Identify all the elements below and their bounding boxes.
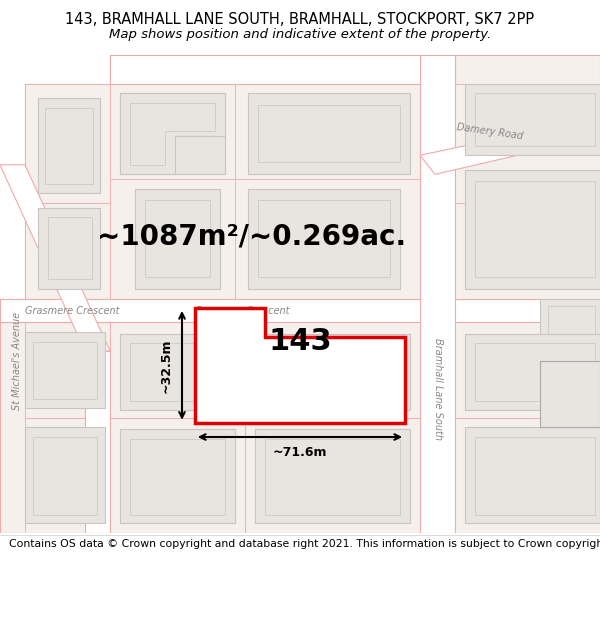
Polygon shape bbox=[120, 93, 225, 174]
Polygon shape bbox=[475, 93, 595, 146]
Polygon shape bbox=[235, 179, 420, 299]
Polygon shape bbox=[110, 55, 420, 84]
Polygon shape bbox=[25, 84, 110, 203]
Polygon shape bbox=[455, 322, 600, 532]
Text: Grasmere Crescent: Grasmere Crescent bbox=[195, 306, 290, 316]
Polygon shape bbox=[235, 84, 420, 299]
Polygon shape bbox=[455, 203, 600, 299]
Polygon shape bbox=[235, 84, 420, 179]
Polygon shape bbox=[110, 322, 420, 532]
Polygon shape bbox=[45, 107, 93, 184]
Text: Bramhall Lane South: Bramhall Lane South bbox=[433, 338, 443, 440]
Polygon shape bbox=[265, 343, 400, 401]
Polygon shape bbox=[0, 165, 110, 351]
Polygon shape bbox=[465, 169, 600, 289]
Text: Damery Road: Damery Road bbox=[456, 122, 524, 141]
Polygon shape bbox=[48, 217, 92, 279]
Polygon shape bbox=[465, 84, 600, 155]
Polygon shape bbox=[110, 84, 235, 179]
Text: ~71.6m: ~71.6m bbox=[273, 446, 327, 459]
Polygon shape bbox=[455, 55, 600, 299]
Polygon shape bbox=[540, 361, 600, 428]
Polygon shape bbox=[110, 84, 235, 299]
Text: ~32.5m: ~32.5m bbox=[160, 338, 173, 392]
Polygon shape bbox=[25, 203, 110, 299]
Polygon shape bbox=[110, 322, 245, 418]
Polygon shape bbox=[475, 181, 595, 276]
Polygon shape bbox=[145, 200, 210, 276]
Text: Contains OS data © Crown copyright and database right 2021. This information is : Contains OS data © Crown copyright and d… bbox=[9, 539, 600, 549]
Polygon shape bbox=[110, 418, 245, 532]
Polygon shape bbox=[245, 322, 420, 418]
Polygon shape bbox=[85, 351, 110, 532]
Polygon shape bbox=[258, 200, 390, 276]
Polygon shape bbox=[245, 418, 420, 532]
Polygon shape bbox=[120, 93, 225, 174]
Polygon shape bbox=[25, 84, 110, 299]
Polygon shape bbox=[248, 189, 400, 289]
Polygon shape bbox=[475, 343, 595, 401]
Text: Map shows position and indicative extent of the property.: Map shows position and indicative extent… bbox=[109, 28, 491, 41]
Polygon shape bbox=[265, 439, 400, 515]
Polygon shape bbox=[25, 428, 105, 523]
Polygon shape bbox=[248, 93, 410, 174]
Polygon shape bbox=[110, 179, 235, 299]
Polygon shape bbox=[120, 429, 235, 523]
Text: ~1087m²/~0.269ac.: ~1087m²/~0.269ac. bbox=[97, 222, 407, 251]
Polygon shape bbox=[130, 343, 225, 401]
Polygon shape bbox=[255, 429, 410, 523]
Polygon shape bbox=[33, 437, 97, 515]
Polygon shape bbox=[135, 189, 220, 289]
Polygon shape bbox=[0, 301, 600, 319]
Polygon shape bbox=[548, 306, 595, 341]
Polygon shape bbox=[420, 55, 455, 532]
Polygon shape bbox=[25, 322, 110, 418]
Polygon shape bbox=[540, 299, 600, 351]
Polygon shape bbox=[38, 208, 100, 289]
Polygon shape bbox=[455, 322, 600, 418]
Text: Grasmere Crescent: Grasmere Crescent bbox=[25, 306, 119, 316]
Polygon shape bbox=[33, 341, 97, 399]
Polygon shape bbox=[0, 322, 110, 532]
Polygon shape bbox=[38, 98, 100, 194]
Polygon shape bbox=[420, 117, 600, 174]
Polygon shape bbox=[130, 102, 215, 165]
Polygon shape bbox=[110, 55, 420, 299]
Polygon shape bbox=[255, 334, 410, 410]
Polygon shape bbox=[120, 334, 235, 410]
Polygon shape bbox=[25, 418, 110, 532]
Text: 143: 143 bbox=[268, 327, 332, 356]
Polygon shape bbox=[455, 84, 600, 203]
Polygon shape bbox=[258, 104, 400, 162]
Polygon shape bbox=[465, 428, 600, 523]
Polygon shape bbox=[475, 437, 595, 515]
Text: St Michael's Avenue: St Michael's Avenue bbox=[12, 311, 22, 409]
Polygon shape bbox=[130, 439, 225, 515]
Polygon shape bbox=[455, 418, 600, 532]
Text: 143, BRAMHALL LANE SOUTH, BRAMHALL, STOCKPORT, SK7 2PP: 143, BRAMHALL LANE SOUTH, BRAMHALL, STOC… bbox=[65, 12, 535, 27]
Polygon shape bbox=[0, 299, 600, 322]
Polygon shape bbox=[465, 334, 600, 410]
Polygon shape bbox=[25, 332, 105, 408]
Polygon shape bbox=[195, 308, 405, 422]
